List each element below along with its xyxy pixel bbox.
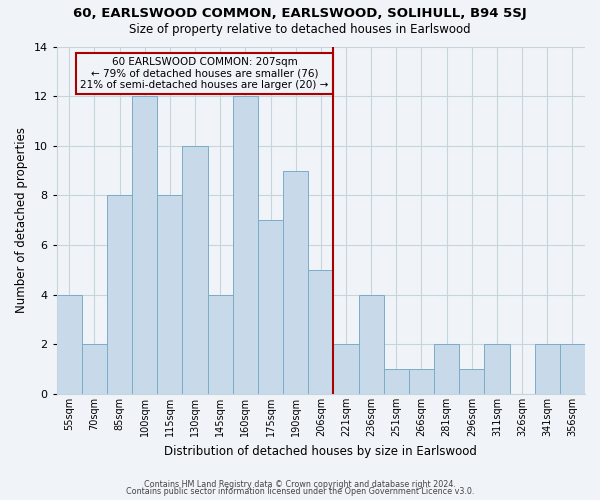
- Bar: [535, 344, 560, 394]
- Bar: [308, 270, 334, 394]
- Bar: [434, 344, 459, 394]
- Bar: [57, 294, 82, 394]
- Bar: [409, 369, 434, 394]
- Bar: [384, 369, 409, 394]
- Bar: [82, 344, 107, 394]
- Bar: [359, 294, 384, 394]
- Bar: [208, 294, 233, 394]
- X-axis label: Distribution of detached houses by size in Earlswood: Distribution of detached houses by size …: [164, 444, 477, 458]
- Text: 60 EARLSWOOD COMMON: 207sqm
← 79% of detached houses are smaller (76)
21% of sem: 60 EARLSWOOD COMMON: 207sqm ← 79% of det…: [80, 57, 329, 90]
- Bar: [157, 196, 182, 394]
- Bar: [258, 220, 283, 394]
- Y-axis label: Number of detached properties: Number of detached properties: [15, 128, 28, 314]
- Bar: [132, 96, 157, 394]
- Bar: [182, 146, 208, 394]
- Bar: [233, 96, 258, 394]
- Bar: [560, 344, 585, 394]
- Bar: [283, 170, 308, 394]
- Bar: [107, 196, 132, 394]
- Bar: [334, 344, 359, 394]
- Text: Contains public sector information licensed under the Open Government Licence v3: Contains public sector information licen…: [126, 488, 474, 496]
- Text: 60, EARLSWOOD COMMON, EARLSWOOD, SOLIHULL, B94 5SJ: 60, EARLSWOOD COMMON, EARLSWOOD, SOLIHUL…: [73, 8, 527, 20]
- Bar: [484, 344, 509, 394]
- Text: Contains HM Land Registry data © Crown copyright and database right 2024.: Contains HM Land Registry data © Crown c…: [144, 480, 456, 489]
- Bar: [459, 369, 484, 394]
- Text: Size of property relative to detached houses in Earlswood: Size of property relative to detached ho…: [129, 22, 471, 36]
